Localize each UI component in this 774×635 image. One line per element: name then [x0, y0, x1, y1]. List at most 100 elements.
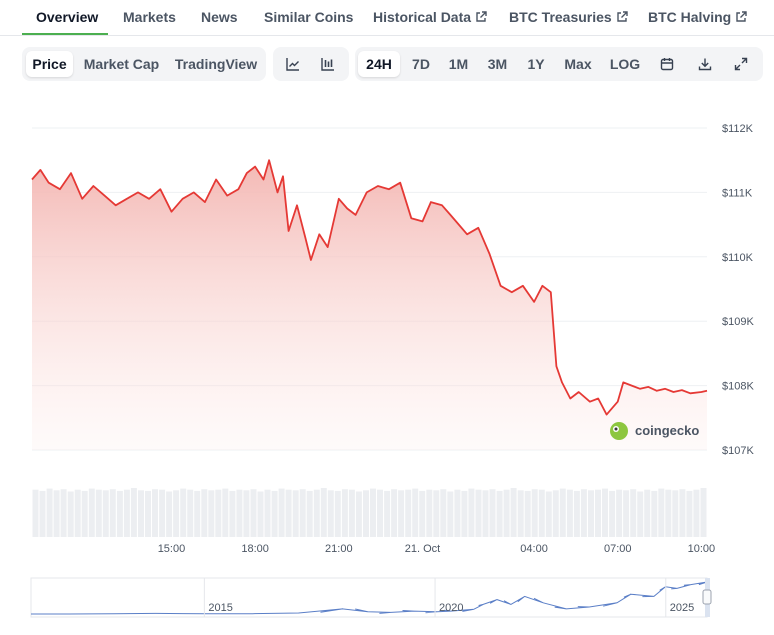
volume-bar	[651, 490, 658, 537]
tab-label: BTC Halving	[648, 9, 732, 25]
volume-bar	[616, 489, 623, 537]
calendar-icon	[660, 58, 674, 71]
x-tick-label: 10:00	[688, 543, 716, 555]
volume-bar	[679, 489, 686, 537]
range-7d-button[interactable]: 7D	[412, 56, 430, 72]
chart-type-switcher	[273, 47, 349, 81]
candlestick-chart-button[interactable]	[313, 51, 343, 77]
expand-button[interactable]	[727, 51, 755, 77]
volume-bar	[327, 490, 334, 537]
price-area	[32, 160, 707, 450]
volume-bar	[468, 488, 475, 537]
volume-bar	[187, 489, 194, 537]
navigator-handle-grip[interactable]	[702, 589, 712, 605]
price-line	[31, 159, 708, 416]
external-link-icon	[736, 11, 747, 22]
line-chart-button[interactable]	[278, 51, 308, 77]
tab-markets[interactable]: Markets	[123, 9, 176, 25]
volume-bar	[482, 490, 489, 537]
volume-bar	[299, 489, 306, 537]
volume-bar	[672, 490, 679, 537]
volume-bar	[503, 489, 510, 537]
volume-bar	[391, 489, 398, 537]
range-24h-button[interactable]: 24H	[358, 51, 400, 77]
range-navigator[interactable]: 2015 2020 2025	[30, 577, 712, 618]
y-tick-label: $108K	[722, 381, 754, 393]
volume-bar	[180, 488, 187, 537]
volume-bar	[524, 490, 531, 537]
tab-overview[interactable]: Overview	[36, 9, 98, 25]
tab-btc-halving[interactable]: BTC Halving	[648, 9, 747, 25]
tab-bar: Overview Markets News Similar Coins Hist…	[0, 0, 774, 36]
volume-bar	[166, 491, 173, 537]
x-tick-label: 07:00	[604, 543, 632, 555]
tab-news[interactable]: News	[201, 9, 238, 25]
tab-btc-treasuries[interactable]: BTC Treasuries	[509, 9, 628, 25]
range-3m-button[interactable]: 3M	[487, 56, 508, 72]
expand-icon	[734, 57, 748, 71]
volume-bar	[313, 489, 320, 537]
x-tick-label: 15:00	[158, 543, 186, 555]
volume-bar	[370, 488, 376, 537]
navigator-year-label: 2025	[670, 602, 694, 614]
volume-bar	[363, 490, 369, 537]
navigator-year-label: 2020	[439, 602, 463, 614]
y-tick-label: $111K	[722, 187, 753, 199]
log-scale-button[interactable]: LOG	[609, 56, 641, 72]
volume-bar	[306, 490, 313, 537]
external-link-icon	[476, 11, 487, 22]
metric-switcher: Price Market Cap TradingView	[22, 47, 266, 81]
download-button[interactable]	[691, 51, 719, 77]
range-1m-button[interactable]: 1M	[448, 56, 469, 72]
volume-bar	[81, 490, 88, 537]
volume-bar	[355, 491, 362, 537]
volume-bar	[88, 488, 95, 537]
volume-bar	[454, 489, 461, 537]
volume-bar	[447, 491, 454, 537]
volume-bar	[552, 490, 559, 537]
volume-bar	[60, 489, 67, 537]
metric-tradingview-button[interactable]: TradingView	[174, 56, 258, 72]
volume-bar	[341, 489, 348, 537]
range-switcher: 24H 7D 1M 3M 1Y Max LOG	[355, 47, 763, 81]
volume-bar	[609, 490, 616, 537]
tab-historical-data[interactable]: Historical Data	[373, 9, 487, 25]
volume-bar	[116, 490, 123, 537]
volume-bar	[489, 489, 496, 537]
range-max-button[interactable]: Max	[564, 56, 592, 72]
range-1y-button[interactable]: 1Y	[527, 56, 545, 72]
tab-similar-coins[interactable]: Similar Coins	[264, 9, 353, 25]
x-tick-label: 18:00	[241, 543, 269, 555]
volume-bar	[440, 489, 447, 537]
volume-bar	[334, 490, 341, 537]
volume-bar	[433, 490, 440, 537]
volume-bar	[475, 489, 482, 537]
active-tab-indicator	[22, 33, 108, 35]
download-icon	[698, 58, 712, 71]
tab-label: Overview	[36, 9, 99, 25]
navigator-year-label: 2015	[208, 602, 232, 614]
volume-bar	[566, 489, 573, 537]
volume-bar	[320, 488, 327, 537]
coingecko-watermark: coingecko	[610, 422, 699, 440]
metric-price-button[interactable]: Price	[26, 51, 73, 77]
volume-bar	[545, 491, 552, 537]
volume-bar	[419, 490, 426, 537]
volume-bar	[271, 490, 278, 537]
volume-bar	[109, 489, 116, 537]
y-tick-label: $107K	[722, 445, 754, 457]
volume-bar	[665, 489, 672, 537]
tab-label: Markets	[123, 9, 176, 25]
brand-name: coingecko	[635, 423, 699, 438]
volume-bar	[250, 489, 257, 537]
volume-bar	[257, 491, 264, 537]
volume-bar	[637, 491, 644, 537]
metric-market-cap-button[interactable]: Market Cap	[83, 56, 160, 72]
volume-bar	[159, 489, 166, 537]
volume-bar	[559, 488, 566, 537]
volume-bar	[264, 489, 271, 537]
calendar-button[interactable]	[653, 51, 681, 77]
volume-bar	[215, 489, 222, 537]
volume-bar	[222, 488, 229, 537]
